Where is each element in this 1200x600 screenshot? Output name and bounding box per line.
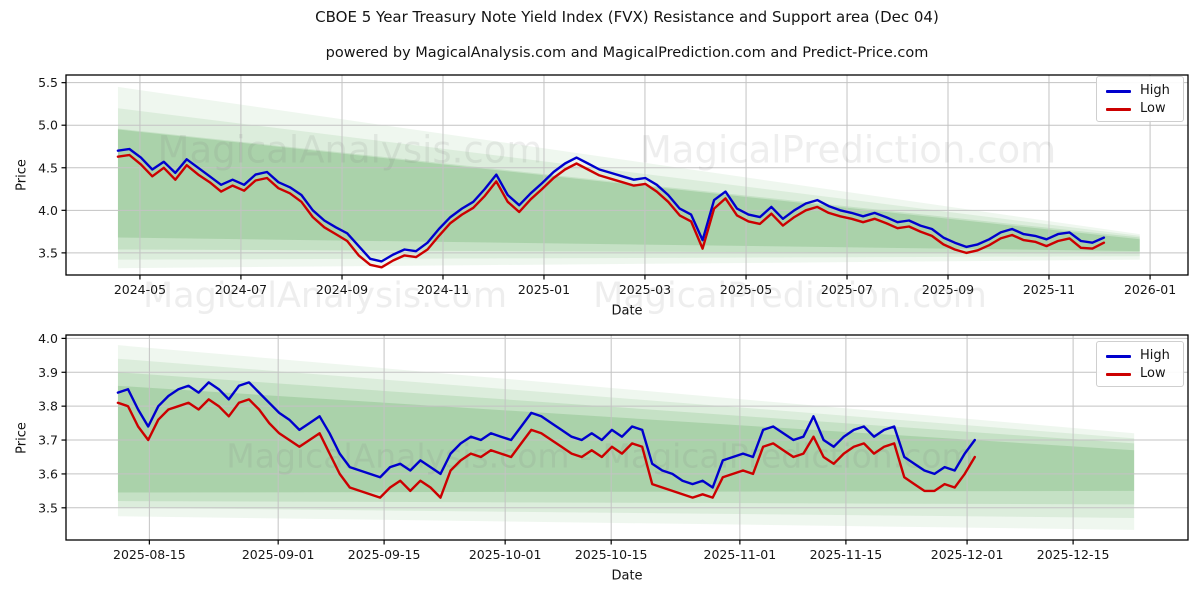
x-tick-label: 2025-12-01 xyxy=(931,547,1004,562)
low-line xyxy=(116,398,976,499)
x-tick-label: 2025-09-01 xyxy=(242,547,315,562)
low-line-swatch xyxy=(1106,372,1131,376)
top-y-axis-label: Price xyxy=(14,159,30,191)
y-tick-label: 4.0 xyxy=(38,331,58,346)
x-tick-label: 2024-05 xyxy=(114,282,166,297)
high-line xyxy=(116,381,976,489)
y-tick-label: 5.0 xyxy=(38,118,58,133)
y-tick-label: 3.8 xyxy=(38,399,58,414)
figure-title: CBOE 5 Year Treasury Note Yield Index (F… xyxy=(315,8,939,26)
x-tick-label: 2025-12-15 xyxy=(1037,547,1110,562)
x-tick-label: 2025-10-15 xyxy=(575,547,648,562)
y-tick-label: 3.6 xyxy=(38,466,58,481)
x-tick-label: 2025-09 xyxy=(922,282,974,297)
x-tick-label: 2024-09 xyxy=(316,282,368,297)
legend-row-low: Low xyxy=(1106,365,1183,383)
x-tick-label: 2024-11 xyxy=(417,282,469,297)
low-line-swatch xyxy=(1106,107,1131,111)
watermark-text: MagicalAnalysis.com xyxy=(158,129,543,172)
legend-row-high: High xyxy=(1106,82,1183,100)
x-tick-label: 2025-11-01 xyxy=(704,547,777,562)
x-tick-label: 2026-01 xyxy=(1124,282,1176,297)
bottom-y-axis-label: Price xyxy=(14,422,30,454)
legend-row-high: High xyxy=(1106,347,1183,365)
support-resistance-band xyxy=(117,358,1135,518)
y-tick-label: 3.5 xyxy=(38,500,58,515)
bottom-chart-legend: High Low xyxy=(1096,341,1184,387)
high-line-swatch xyxy=(1106,89,1131,93)
x-tick-label: 2025-11 xyxy=(1023,282,1075,297)
watermark-text: MagicalAnalysis.com xyxy=(143,276,507,316)
legend-label-high: High xyxy=(1140,348,1170,363)
x-tick-label: 2025-09-15 xyxy=(348,547,421,562)
legend-label-low: Low xyxy=(1140,366,1166,381)
axes-frame xyxy=(65,74,1189,276)
support-resistance-band xyxy=(117,385,1135,493)
axes-frame xyxy=(65,334,1189,541)
y-tick-label: 4.5 xyxy=(38,160,58,175)
top-x-axis-label: Date xyxy=(611,303,643,319)
y-tick-label: 3.9 xyxy=(38,365,58,380)
y-tick-label: 3.7 xyxy=(38,433,58,448)
watermark-text: MagicalPrediction.com xyxy=(593,276,987,316)
x-tick-label: 2025-11-15 xyxy=(810,547,883,562)
high-line xyxy=(116,147,1106,263)
low-line xyxy=(116,153,1106,269)
x-tick-label: 2025-07 xyxy=(821,282,873,297)
support-resistance-band xyxy=(117,345,1135,530)
y-tick-label: 5.5 xyxy=(38,75,58,90)
legend-label-low: Low xyxy=(1140,101,1166,116)
x-tick-label: 2024-07 xyxy=(215,282,267,297)
x-tick-label: 2025-05 xyxy=(720,282,772,297)
x-tick-label: 2025-01 xyxy=(518,282,570,297)
top-chart-legend: High Low xyxy=(1096,76,1184,122)
y-tick-label: 4.0 xyxy=(38,203,58,218)
figure-subtitle: powered by MagicalAnalysis.com and Magic… xyxy=(325,45,929,61)
legend-label-high: High xyxy=(1140,83,1170,98)
support-resistance-band xyxy=(117,372,1135,505)
legend-row-low: Low xyxy=(1106,100,1183,118)
x-tick-label: 2025-10-01 xyxy=(469,547,542,562)
x-tick-label: 2025-08-15 xyxy=(113,547,186,562)
bottom-x-axis-label: Date xyxy=(611,568,643,584)
x-tick-label: 2025-03 xyxy=(619,282,671,297)
y-tick-label: 3.5 xyxy=(38,245,58,260)
high-line-swatch xyxy=(1106,354,1131,358)
watermark-text: MagicalPrediction.com xyxy=(640,129,1056,172)
support-resistance-band xyxy=(117,129,1140,252)
